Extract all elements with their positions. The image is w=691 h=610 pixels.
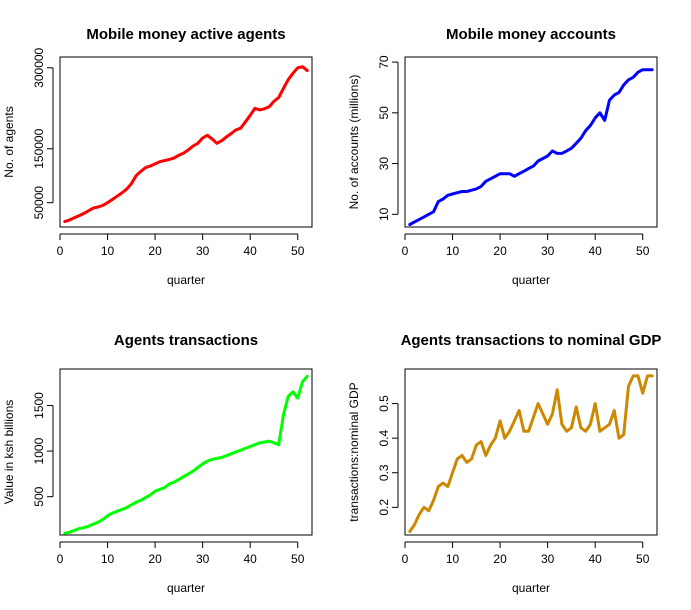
y-axis: 50000 150000 300000 — [32, 47, 54, 220]
series-line — [63, 374, 309, 535]
x-tick-label: 20 — [493, 552, 507, 566]
x-tick-label: 10 — [446, 244, 460, 258]
x-tick-label: 30 — [196, 552, 210, 566]
x-tick-label: 40 — [589, 552, 603, 566]
y-tick-label: 50000 — [32, 186, 46, 220]
chart-panel-4: Agents transactions to nominal GDP 0 10 20 3… — [347, 332, 661, 595]
x-axis: 0 10 20 30 40 50 — [57, 541, 305, 566]
x-tick-label: 30 — [541, 552, 555, 566]
y-tick-label: 50 — [377, 106, 391, 120]
chart-title: Mobile money active agents — [86, 26, 285, 43]
x-tick-label: 50 — [636, 244, 650, 258]
x-tick-label: 0 — [57, 552, 64, 566]
y-axis-label: transactions:nominal GDP — [347, 382, 361, 521]
x-tick-label: 20 — [148, 552, 162, 566]
y-tick-label: 500 — [32, 486, 46, 506]
chart-panel-1: Mobile money active agents 0 10 20 30 40 50 qua… — [2, 26, 313, 287]
x-tick-label: 0 — [402, 552, 409, 566]
x-axis-label: quarter — [167, 581, 205, 595]
x-tick-label: 10 — [101, 244, 115, 258]
series-line — [63, 65, 309, 224]
plot-frame — [59, 56, 313, 228]
x-axis: 0 10 20 30 40 50 — [402, 541, 650, 566]
x-axis-label: quarter — [512, 581, 550, 595]
x-tick-label: 20 — [148, 244, 162, 258]
chart-title: Mobile money accounts — [446, 26, 616, 43]
y-axis-label: Value in ksh billions — [2, 400, 16, 505]
plot-frame — [59, 368, 313, 536]
y-tick-label: 70 — [377, 55, 391, 69]
y-axis: 500 1000 1500 — [32, 392, 54, 507]
x-tick-label: 30 — [196, 244, 210, 258]
x-tick-label: 40 — [589, 244, 603, 258]
x-tick-label: 0 — [402, 244, 409, 258]
y-axis-label: No. of accounts (millions) — [347, 75, 361, 210]
y-tick-label: 0.3 — [377, 464, 391, 481]
y-tick-label: 10 — [377, 207, 391, 221]
x-axis-label: quarter — [167, 273, 205, 287]
x-tick-label: 10 — [446, 552, 460, 566]
plot-frame — [404, 56, 658, 228]
x-tick-label: 50 — [291, 244, 305, 258]
chart-title: Agents transactions to nominal GDP — [401, 332, 662, 349]
x-axis: 0 10 20 30 40 50 — [57, 233, 305, 258]
chart-panel-2: Mobile money accounts 0 10 20 30 40 50 quarter 1… — [347, 26, 658, 287]
plot-frame — [404, 368, 658, 536]
x-tick-label: 20 — [493, 244, 507, 258]
y-axis: 10 30 50 70 — [377, 55, 399, 221]
x-tick-label: 0 — [57, 244, 64, 258]
y-tick-label: 0.5 — [377, 395, 391, 412]
y-tick-label: 0.2 — [377, 499, 391, 516]
chart-title: Agents transactions — [114, 332, 258, 349]
x-tick-label: 40 — [244, 244, 258, 258]
x-axis-label: quarter — [512, 273, 550, 287]
y-axis: 0.2 0.3 0.4 0.5 — [377, 395, 399, 516]
y-axis-label: No. of agents — [2, 106, 16, 177]
x-axis: 0 10 20 30 40 50 — [402, 233, 650, 258]
y-tick-label: 30 — [377, 157, 391, 171]
chart-panel-3: Agents transactions 0 10 20 30 40 50 quarter 500… — [2, 332, 313, 595]
series-line — [408, 374, 654, 533]
y-tick-label: 0.4 — [377, 430, 391, 447]
y-tick-label: 1000 — [32, 437, 46, 464]
x-tick-label: 10 — [101, 552, 115, 566]
x-tick-label: 40 — [244, 552, 258, 566]
x-tick-label: 30 — [541, 244, 555, 258]
series-line — [408, 68, 654, 226]
y-tick-label: 300000 — [32, 47, 46, 87]
x-tick-label: 50 — [291, 552, 305, 566]
y-tick-label: 150000 — [32, 128, 46, 168]
x-tick-label: 50 — [636, 552, 650, 566]
y-tick-label: 1500 — [32, 392, 46, 419]
